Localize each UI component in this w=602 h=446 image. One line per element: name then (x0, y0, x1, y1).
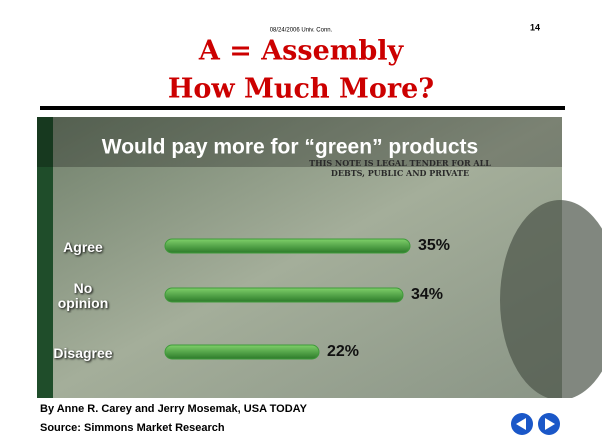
bar (164, 238, 411, 254)
slide-number: 14 (530, 22, 540, 32)
value-label: 34% (411, 286, 443, 303)
source: Source: Simmons Market Research (40, 422, 225, 434)
slide-date: 08/24/2006 Univ. Conn. (270, 28, 333, 34)
bar (164, 344, 320, 360)
category-label: No opinion (57, 280, 109, 311)
value-label: 22% (327, 343, 359, 360)
chart-title: Would pay more for “green” products (102, 136, 478, 159)
value-label: 35% (418, 237, 450, 254)
category-label: Disagree (53, 344, 113, 361)
divider (40, 106, 565, 110)
category-text: Agree (63, 238, 103, 255)
bill-note: THIS NOTE IS LEGAL TENDER FOR ALL DEBTS,… (309, 158, 491, 178)
nav-prev[interactable] (511, 413, 533, 435)
footer (0, 398, 602, 446)
bill-note-text: THIS NOTE IS LEGAL TENDER FOR ALL DEBTS,… (309, 158, 491, 178)
bar (164, 287, 404, 303)
portrait (500, 200, 602, 400)
category-text: Disagree (53, 344, 113, 361)
title-band (37, 117, 562, 167)
category-text: No opinion (57, 280, 109, 311)
green-strip (37, 117, 53, 398)
slide-title: How Much More? (168, 74, 434, 105)
nav-next[interactable] (538, 413, 560, 435)
credit: By Anne R. Carey and Jerry Mosemak, USA … (40, 403, 308, 415)
category-label: Agree (63, 238, 103, 255)
slide-title: A = Assembly (198, 36, 405, 67)
